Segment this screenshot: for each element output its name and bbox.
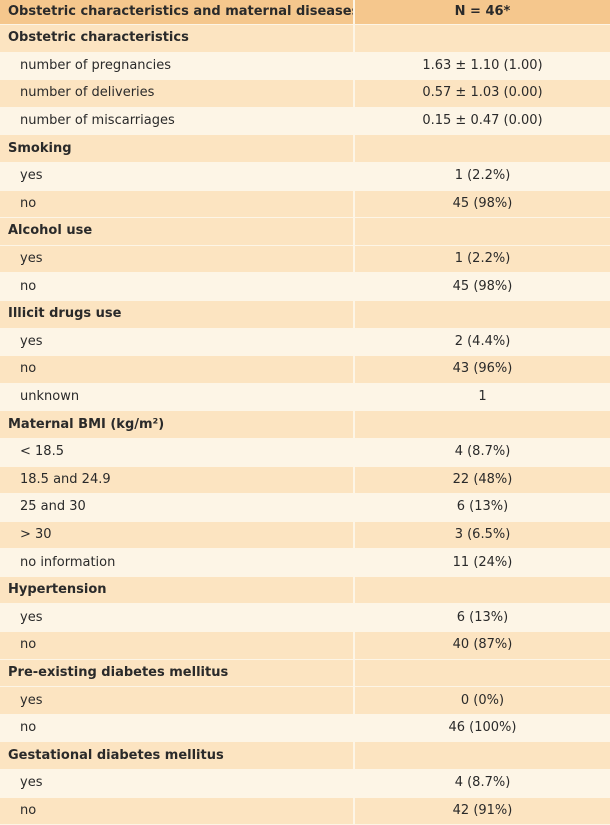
- row-value: 4 (8.7%): [355, 438, 610, 467]
- row-value: [355, 659, 610, 688]
- section-row: Maternal BMI (kg/m²): [0, 411, 610, 439]
- row-label: no: [0, 714, 355, 743]
- section-label: Maternal BMI (kg/m²): [0, 411, 355, 439]
- section-row: Alcohol use: [0, 218, 610, 246]
- row-value: 0 (0%): [355, 687, 610, 715]
- section-label: Gestational diabetes mellitus: [0, 742, 355, 771]
- table-row: 18.5 and 24.9 22 (48%): [0, 466, 610, 495]
- table-row: no 43 (96%): [0, 356, 610, 384]
- table-row: < 18.5 4 (8.7%): [0, 438, 610, 467]
- row-label: yes: [0, 245, 355, 274]
- table-header-row: Obstetric characteristics and maternal d…: [0, 0, 610, 25]
- row-label: yes: [0, 162, 355, 191]
- section-row: Smoking: [0, 135, 610, 163]
- row-label: no: [0, 797, 355, 825]
- row-value: 46 (100%): [355, 714, 610, 743]
- row-value: 0.57 ± 1.03 (0.00): [355, 80, 610, 108]
- row-value: [355, 300, 610, 329]
- section-row: Hypertension: [0, 576, 610, 605]
- row-label: 18.5 and 24.9: [0, 466, 355, 495]
- row-label: no: [0, 632, 355, 660]
- section-row: Pre-existing diabetes mellitus: [0, 659, 610, 688]
- row-value: [355, 742, 610, 771]
- row-value: 0.15 ± 0.47 (0.00): [355, 107, 610, 136]
- table-row: yes 4 (8.7%): [0, 770, 610, 798]
- header-n: N = 46*: [355, 0, 610, 25]
- table-row: number of deliveries 0.57 ± 1.03 (0.00): [0, 80, 610, 108]
- row-value: [355, 411, 610, 439]
- table-row: yes 1 (2.2%): [0, 162, 610, 191]
- row-value: 2 (4.4%): [355, 328, 610, 357]
- section-label: Alcohol use: [0, 218, 355, 246]
- section-label: Obstetric characteristics: [0, 25, 355, 53]
- table-row: yes 6 (13%): [0, 604, 610, 633]
- section-row: Gestational diabetes mellitus: [0, 742, 610, 771]
- row-value: [355, 25, 610, 53]
- row-value: 40 (87%): [355, 632, 610, 660]
- row-value: 1 (2.2%): [355, 162, 610, 191]
- section-row: Obstetric characteristics: [0, 25, 610, 53]
- table-row: no information 11 (24%): [0, 549, 610, 577]
- table-row: number of miscarriages 0.15 ± 0.47 (0.00): [0, 107, 610, 136]
- section-label: Hypertension: [0, 576, 355, 605]
- table-row: yes 2 (4.4%): [0, 328, 610, 357]
- row-value: 11 (24%): [355, 549, 610, 577]
- row-label: 25 and 30: [0, 494, 355, 522]
- row-value: 22 (48%): [355, 466, 610, 495]
- table-row: yes 0 (0%): [0, 687, 610, 715]
- row-label: no: [0, 190, 355, 219]
- table-row: number of pregnancies 1.63 ± 1.10 (1.00): [0, 52, 610, 81]
- section-label: Illicit drugs use: [0, 300, 355, 329]
- row-value: [355, 576, 610, 605]
- row-label: number of pregnancies: [0, 52, 355, 81]
- row-value: [355, 218, 610, 246]
- row-value: 42 (91%): [355, 797, 610, 825]
- section-row: Illicit drugs use: [0, 300, 610, 329]
- row-label: no: [0, 273, 355, 301]
- row-label: number of miscarriages: [0, 107, 355, 136]
- table-row: no 46 (100%): [0, 714, 610, 743]
- table-row: 25 and 30 6 (13%): [0, 494, 610, 522]
- row-value: 3 (6.5%): [355, 521, 610, 550]
- row-value: 1: [355, 383, 610, 412]
- row-label: no information: [0, 549, 355, 577]
- row-label: > 30: [0, 521, 355, 550]
- table-row: no 42 (91%): [0, 797, 610, 825]
- row-value: 1 (2.2%): [355, 245, 610, 274]
- table-row: no 45 (98%): [0, 273, 610, 301]
- row-value: 45 (98%): [355, 273, 610, 301]
- table-row: yes 1 (2.2%): [0, 245, 610, 274]
- row-value: 45 (98%): [355, 190, 610, 219]
- table-row: no 45 (98%): [0, 190, 610, 219]
- row-label: unknown: [0, 383, 355, 412]
- table-row: > 30 3 (6.5%): [0, 521, 610, 550]
- row-label: yes: [0, 604, 355, 633]
- header-characteristics: Obstetric characteristics and maternal d…: [0, 0, 355, 25]
- row-label: yes: [0, 687, 355, 715]
- row-label: yes: [0, 328, 355, 357]
- row-label: no: [0, 356, 355, 384]
- row-label: number of deliveries: [0, 80, 355, 108]
- table-row: no 40 (87%): [0, 632, 610, 660]
- row-value: 6 (13%): [355, 494, 610, 522]
- row-value: 6 (13%): [355, 604, 610, 633]
- row-label: yes: [0, 770, 355, 798]
- section-label: Pre-existing diabetes mellitus: [0, 659, 355, 688]
- row-value: [355, 135, 610, 163]
- table-row: unknown 1: [0, 383, 610, 412]
- section-label: Smoking: [0, 135, 355, 163]
- row-value: 43 (96%): [355, 356, 610, 384]
- row-label: < 18.5: [0, 438, 355, 467]
- row-value: 4 (8.7%): [355, 770, 610, 798]
- row-value: 1.63 ± 1.10 (1.00): [355, 52, 610, 81]
- table-body: Obstetric characteristics number of pregn…: [0, 25, 610, 825]
